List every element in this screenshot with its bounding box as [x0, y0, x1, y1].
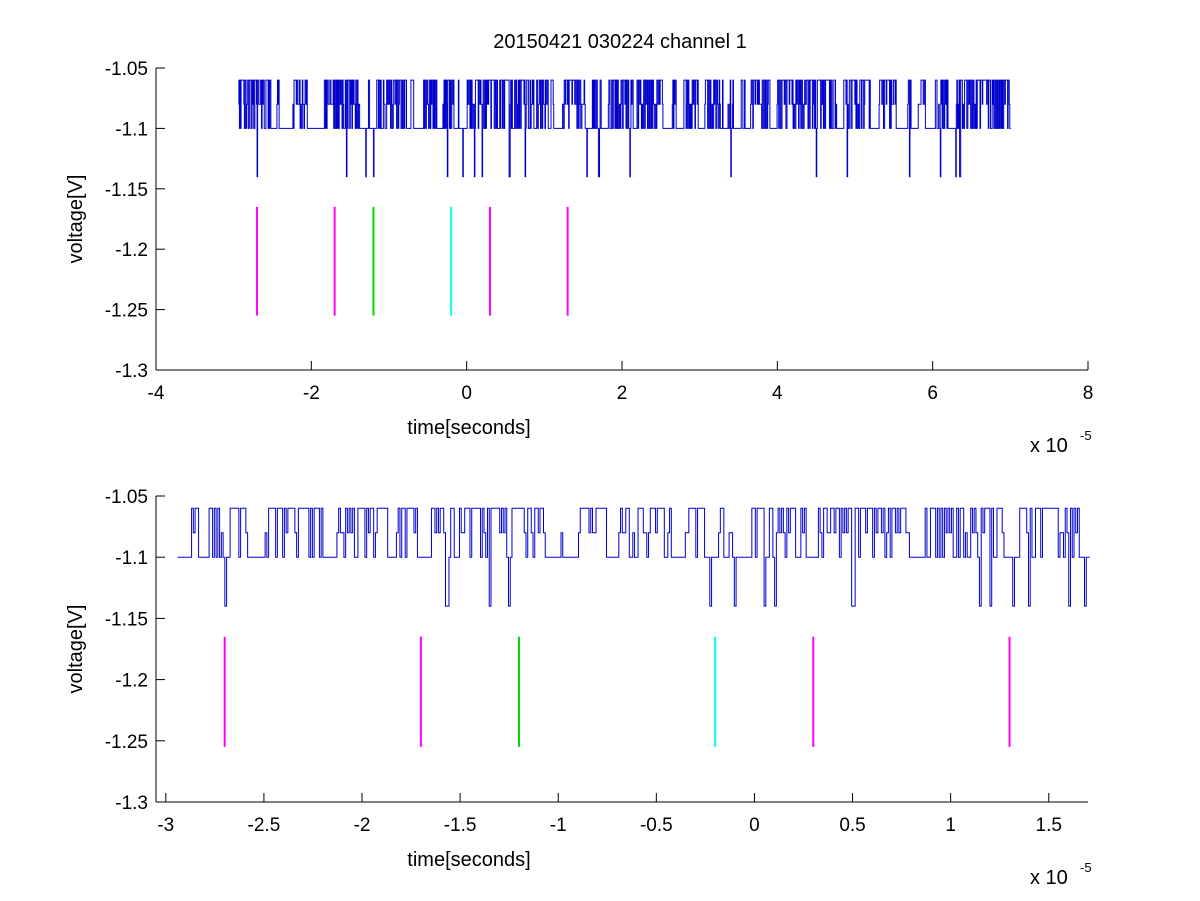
bottom-x-multiplier-label: x 10 — [1030, 867, 1068, 889]
top-y-tick-label: -1.3 — [115, 361, 148, 382]
bottom-x-tick-label: 1.5 — [1036, 815, 1062, 836]
bottom-y-tick-label: -1.3 — [115, 793, 148, 814]
bottom-voltage-waveform — [177, 507, 1090, 607]
bottom-x-axis-label: time[seconds] — [407, 849, 530, 871]
top-y-tick-label: -1.05 — [105, 59, 148, 80]
top-chart-panel: -4 -2 0 2 4 6 8 -1.05 -1.1 -1.15 -1.2 -1.25 -1.3 time… — [65, 59, 1093, 457]
bottom-y-tick-label: -1.1 — [115, 548, 148, 569]
bottom-x-tick-label: -1 — [550, 815, 567, 836]
top-x-axis-label: time[seconds] — [407, 417, 530, 439]
top-y-tick-label: -1.25 — [105, 301, 148, 322]
top-y-tick-label: -1.1 — [115, 119, 148, 140]
bottom-x-tick-label: -3 — [157, 815, 174, 836]
top-y-axis-label: voltage[V] — [65, 175, 87, 264]
top-x-multiplier-label: x 10 — [1030, 435, 1068, 457]
bottom-x-tick-label: 0.5 — [839, 815, 865, 836]
top-x-tick-label: 8 — [1083, 383, 1094, 404]
top-x-multiplier-exponent: -5 — [1080, 428, 1092, 443]
top-x-tick-label: 6 — [927, 383, 938, 404]
bottom-x-tick-label: -2 — [354, 815, 371, 836]
bottom-x-tick-label: -2.5 — [248, 815, 281, 836]
top-y-tick-label: -1.15 — [105, 180, 148, 201]
top-x-tick-label: -2 — [303, 383, 320, 404]
top-y-tick-label: -1.2 — [115, 240, 148, 261]
top-x-tick-label: 4 — [772, 383, 783, 404]
bottom-y-tick-label: -1.05 — [105, 487, 148, 508]
top-x-tick-label: -4 — [148, 383, 165, 404]
bottom-x-multiplier-exponent: -5 — [1080, 860, 1092, 875]
bottom-y-tick-label: -1.15 — [105, 609, 148, 630]
bottom-chart-panel: -3 -2.5 -2 -1.5 -1 -0.5 0 0.5 1 1.5 -1.05 -1.1 -1.15… — [65, 487, 1092, 889]
bottom-x-tick-label: -1.5 — [444, 815, 477, 836]
bottom-x-tick-label: 1 — [945, 815, 956, 836]
bottom-y-tick-label: -1.2 — [115, 671, 148, 692]
top-x-tick-label: 0 — [461, 383, 472, 404]
bottom-y-axis-label: voltage[V] — [65, 605, 87, 694]
figure-title: 20150421 030224 channel 1 — [493, 31, 747, 53]
bottom-x-tick-label: -0.5 — [640, 815, 673, 836]
top-x-tick-label: 2 — [617, 383, 628, 404]
top-voltage-waveform — [238, 79, 1011, 178]
bottom-y-tick-label: -1.25 — [105, 732, 148, 753]
bottom-x-tick-label: 0 — [749, 815, 760, 836]
